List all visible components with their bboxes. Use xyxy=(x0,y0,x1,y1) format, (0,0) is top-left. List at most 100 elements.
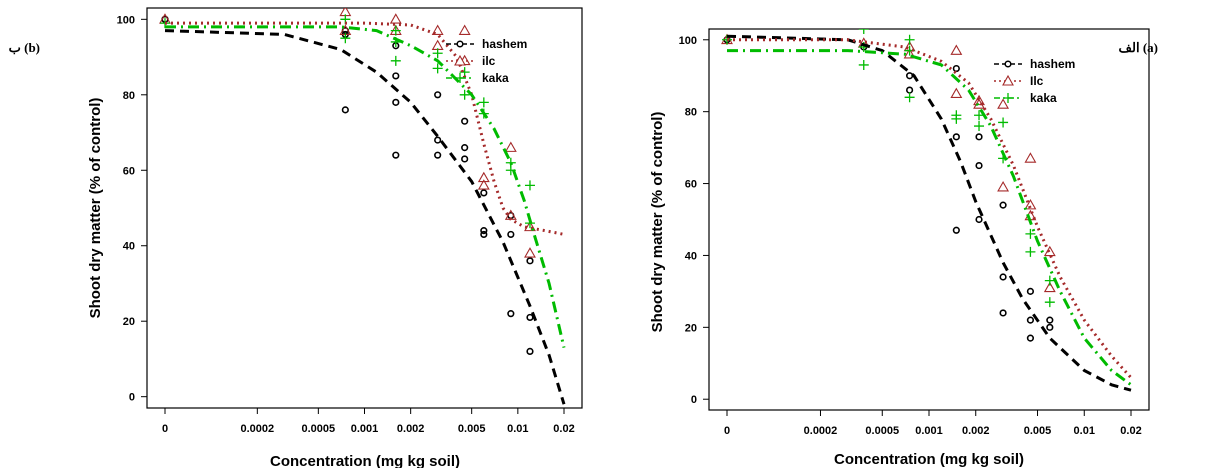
legend-marker-hashem xyxy=(456,40,464,48)
x-tick-label: 0.005 xyxy=(1024,425,1052,437)
y-axis-title: Shoot dry matter (% of control) xyxy=(649,112,666,333)
data-point-kaka xyxy=(974,110,985,121)
data-point-hashem xyxy=(1026,334,1035,342)
data-point-hashem xyxy=(906,72,914,80)
legend-label-hashem: hashem xyxy=(1030,57,1075,71)
x-tick-label: 0.01 xyxy=(507,423,528,435)
data-point-ilc xyxy=(903,48,916,59)
data-point-ilc xyxy=(997,181,1010,192)
fitted-curve-kaka xyxy=(727,49,1132,387)
chart-panel-b: 0 20 40 60 80 100 0 0.0002 0.0005 0.001 0.002 0.005… xyxy=(9,7,583,468)
y-axis-title: Shoot dry matter (% of control) xyxy=(87,98,104,319)
data-point-hashem xyxy=(952,226,960,234)
data-point-hashem xyxy=(461,155,469,163)
legend-marker-ilc xyxy=(454,54,466,66)
data-point-hashem xyxy=(1026,316,1035,324)
data-point-hashem xyxy=(975,215,983,224)
data-point-kaka xyxy=(1025,246,1036,257)
panel-label: الف (a) xyxy=(1119,40,1158,55)
data-point-ilc xyxy=(477,179,490,190)
data-point-kaka xyxy=(459,89,470,100)
data-point-kaka xyxy=(974,121,985,132)
plot-area xyxy=(159,8,566,405)
data-point-kaka xyxy=(390,25,401,36)
data-point-hashem xyxy=(480,189,488,197)
data-point-ilc xyxy=(997,98,1010,109)
data-point-hashem xyxy=(392,98,400,106)
data-point-hashem xyxy=(999,273,1007,281)
data-point-kaka xyxy=(432,48,443,59)
y-tick-label: 100 xyxy=(117,14,135,26)
data-point-hashem xyxy=(526,257,534,265)
data-point-ilc xyxy=(524,220,536,232)
y-tick-label: 20 xyxy=(685,322,697,334)
data-point-ilc xyxy=(1024,152,1037,163)
x-tick-label: 0.01 xyxy=(1074,425,1095,437)
data-point-kaka xyxy=(340,33,351,44)
x-axis-title: Concentration (mg kg soil) xyxy=(834,451,1024,468)
data-point-hashem xyxy=(526,313,534,322)
y-tick-label: 40 xyxy=(685,250,697,262)
data-point-hashem xyxy=(507,230,515,239)
plot-area xyxy=(721,29,1133,392)
data-point-hashem xyxy=(341,106,349,114)
y-tick-label: 60 xyxy=(685,179,697,191)
data-point-hashem xyxy=(1046,316,1054,324)
data-point-hashem xyxy=(392,72,400,80)
legend-label-ilc: ilc xyxy=(482,54,496,68)
y-tick-label: 80 xyxy=(685,107,697,119)
data-point-ilc xyxy=(950,44,963,55)
data-point-kaka xyxy=(390,55,401,66)
x-tick-label: 0.005 xyxy=(458,423,486,435)
data-point-kaka xyxy=(524,180,535,191)
data-point-hashem xyxy=(434,136,442,144)
x-tick-label: 0.0002 xyxy=(240,423,274,435)
chart-a-svg: 0 20 40 60 80 100 0 0.0002 0.0005 0.001 0.002 0.005… xyxy=(649,28,1158,468)
data-point-ilc xyxy=(950,87,963,98)
data-point-hashem xyxy=(480,227,488,235)
y-tick-label: 60 xyxy=(123,165,135,177)
data-point-kaka xyxy=(951,110,962,121)
y-tick-label: 40 xyxy=(123,241,135,253)
y-tick-label: 80 xyxy=(123,90,135,102)
data-point-ilc xyxy=(458,24,471,35)
data-point-kaka xyxy=(998,117,1009,128)
fitted-curve-hashem xyxy=(726,34,1132,392)
y-tick-label: 0 xyxy=(129,392,135,404)
data-point-ilc xyxy=(477,171,490,183)
legend-marker-kaka xyxy=(1003,93,1013,103)
data-point-hashem xyxy=(999,309,1007,317)
data-point-kaka xyxy=(478,97,489,108)
legend-label-ilc: Ilc xyxy=(1030,74,1044,88)
data-point-hashem xyxy=(461,144,469,152)
data-point-kaka xyxy=(1044,275,1055,286)
data-point-hashem xyxy=(999,201,1007,209)
data-point-hashem xyxy=(526,347,534,355)
data-point-hashem xyxy=(952,64,960,73)
x-tick-label: 0.02 xyxy=(1120,425,1141,437)
x-tick-label: 0.001 xyxy=(351,423,379,435)
data-point-kaka xyxy=(1044,297,1055,308)
data-point-ilc xyxy=(431,39,444,51)
x-tick-label: 0.02 xyxy=(553,423,574,435)
data-point-hashem xyxy=(434,151,442,159)
x-axis-title: Concentration (mg kg soil) xyxy=(270,453,460,468)
y-tick-label: 100 xyxy=(679,35,697,47)
x-tick-label: 0.002 xyxy=(962,425,990,437)
panel-label: ب (b) xyxy=(9,40,40,55)
data-point-kaka xyxy=(904,34,915,45)
x-tick-label: 0.002 xyxy=(397,423,425,435)
fitted-curve-kaka xyxy=(165,25,566,348)
data-point-kaka xyxy=(1025,228,1036,239)
legend-label-kaka: kaka xyxy=(1030,91,1057,105)
data-point-kaka xyxy=(432,63,443,74)
fitted-curve-hashem xyxy=(164,29,566,405)
data-point-ilc xyxy=(389,13,402,24)
data-point-kaka xyxy=(858,29,869,34)
chart-panel-a: 0 20 40 60 80 100 0 0.0002 0.0005 0.001 0.002 0.005… xyxy=(614,0,1228,468)
x-tick-label: 0.001 xyxy=(915,425,943,437)
data-point-hashem xyxy=(507,310,515,318)
data-point-ilc xyxy=(1024,199,1037,210)
x-tick-label: 0.0005 xyxy=(865,425,899,437)
data-point-ilc xyxy=(1043,281,1056,293)
